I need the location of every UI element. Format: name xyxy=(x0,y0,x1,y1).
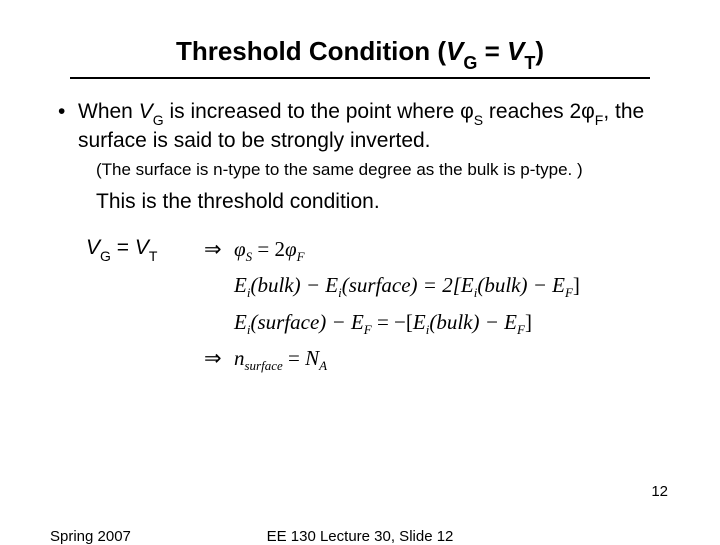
r2-s1: (surface) = 2[ xyxy=(342,273,461,297)
title-gsub: G xyxy=(463,53,477,73)
bullet-1: • When VG is increased to the point wher… xyxy=(58,99,670,154)
b-phi2: φ xyxy=(581,100,595,123)
title-wrap: Threshold Condition (VG = VT) xyxy=(50,36,670,71)
r2-f: F xyxy=(565,286,573,301)
r3-f1: F xyxy=(364,322,372,337)
r4-surf: surface xyxy=(245,358,283,373)
title-rule xyxy=(70,77,650,79)
eql-vg: V xyxy=(86,236,100,259)
r3-b1: (bulk) − xyxy=(429,310,504,334)
r3-e4: E xyxy=(504,310,517,334)
b-t3: reaches 2 xyxy=(483,100,581,123)
note-text: (The surface is n-type to the same degre… xyxy=(96,160,670,180)
r4-N: N xyxy=(305,346,319,370)
r1-eq: = 2 xyxy=(252,237,285,261)
eql-vt: V xyxy=(135,236,149,259)
eq-row-2: Ei(bulk) − Ei(surface) = 2[Ei(bulk) − EF… xyxy=(204,268,580,304)
title-tsub: T xyxy=(524,53,535,73)
title-pre: Threshold Condition ( xyxy=(176,36,446,66)
b-s: S xyxy=(474,112,483,128)
r3-e3: E xyxy=(413,310,426,334)
r2-b1: (bulk) − xyxy=(250,273,325,297)
r1-phi: φ xyxy=(234,237,246,261)
r2-end: ] xyxy=(573,273,580,297)
r2-e2: E xyxy=(325,273,338,297)
title-v2: V xyxy=(507,36,524,66)
r3-f2: F xyxy=(517,322,525,337)
footer-center: EE 130 Lecture 30, Slide 12 xyxy=(50,528,670,545)
eq-row-1: ⇒φS = 2φF xyxy=(204,232,580,268)
r4-arrow: ⇒ xyxy=(204,341,234,377)
r2-b2: (bulk) − xyxy=(477,273,552,297)
bullet-dot: • xyxy=(58,99,78,125)
equation-block: VG = VT ⇒φS = 2φF Ei(bulk) − Ei(surface)… xyxy=(86,232,670,377)
eql-eq: = xyxy=(111,236,135,259)
r1-arrow: ⇒ xyxy=(204,232,234,268)
r3-s1: (surface) − xyxy=(250,310,350,334)
b-t2: is increased to the point where xyxy=(164,100,461,123)
r2-e3: E xyxy=(461,273,474,297)
b-t1: When xyxy=(78,100,139,123)
eql-t: T xyxy=(149,248,158,264)
slide: Threshold Condition (VG = VT) • When VG … xyxy=(0,0,720,540)
eq-label: VG = VT xyxy=(86,232,196,262)
title-post: ) xyxy=(535,36,544,66)
eq-row-3: Ei(surface) − EF = −[Ei(bulk) − EF] xyxy=(204,305,580,341)
r3-eq: = −[ xyxy=(372,310,413,334)
r3-e2: E xyxy=(351,310,364,334)
r2-e4: E xyxy=(552,273,565,297)
title-mid: = xyxy=(477,36,507,66)
threshold-line: This is the threshold condition. xyxy=(96,190,670,214)
slide-title: Threshold Condition (VG = VT) xyxy=(176,36,544,71)
b-vg-v: V xyxy=(139,100,153,123)
r2-e1: E xyxy=(234,273,247,297)
r4-n: n xyxy=(234,346,245,370)
r4-a: A xyxy=(319,358,327,373)
title-v1: V xyxy=(446,36,463,66)
eq-stack: ⇒φS = 2φF Ei(bulk) − Ei(surface) = 2[Ei(… xyxy=(196,232,580,377)
b-vg-sub: G xyxy=(153,112,164,128)
r3-end: ] xyxy=(525,310,532,334)
b-phi: φ xyxy=(460,100,474,123)
eq-row-4: ⇒nsurface = NA xyxy=(204,341,580,377)
b-f: F xyxy=(595,112,604,128)
bullet-text: When VG is increased to the point where … xyxy=(78,99,670,154)
r3-e1: E xyxy=(234,310,247,334)
r4-eq: = xyxy=(283,346,305,370)
r1-f: F xyxy=(297,249,305,264)
eql-g: G xyxy=(100,248,111,264)
r1-phi2: φ xyxy=(285,237,297,261)
page-number: 12 xyxy=(651,483,668,500)
